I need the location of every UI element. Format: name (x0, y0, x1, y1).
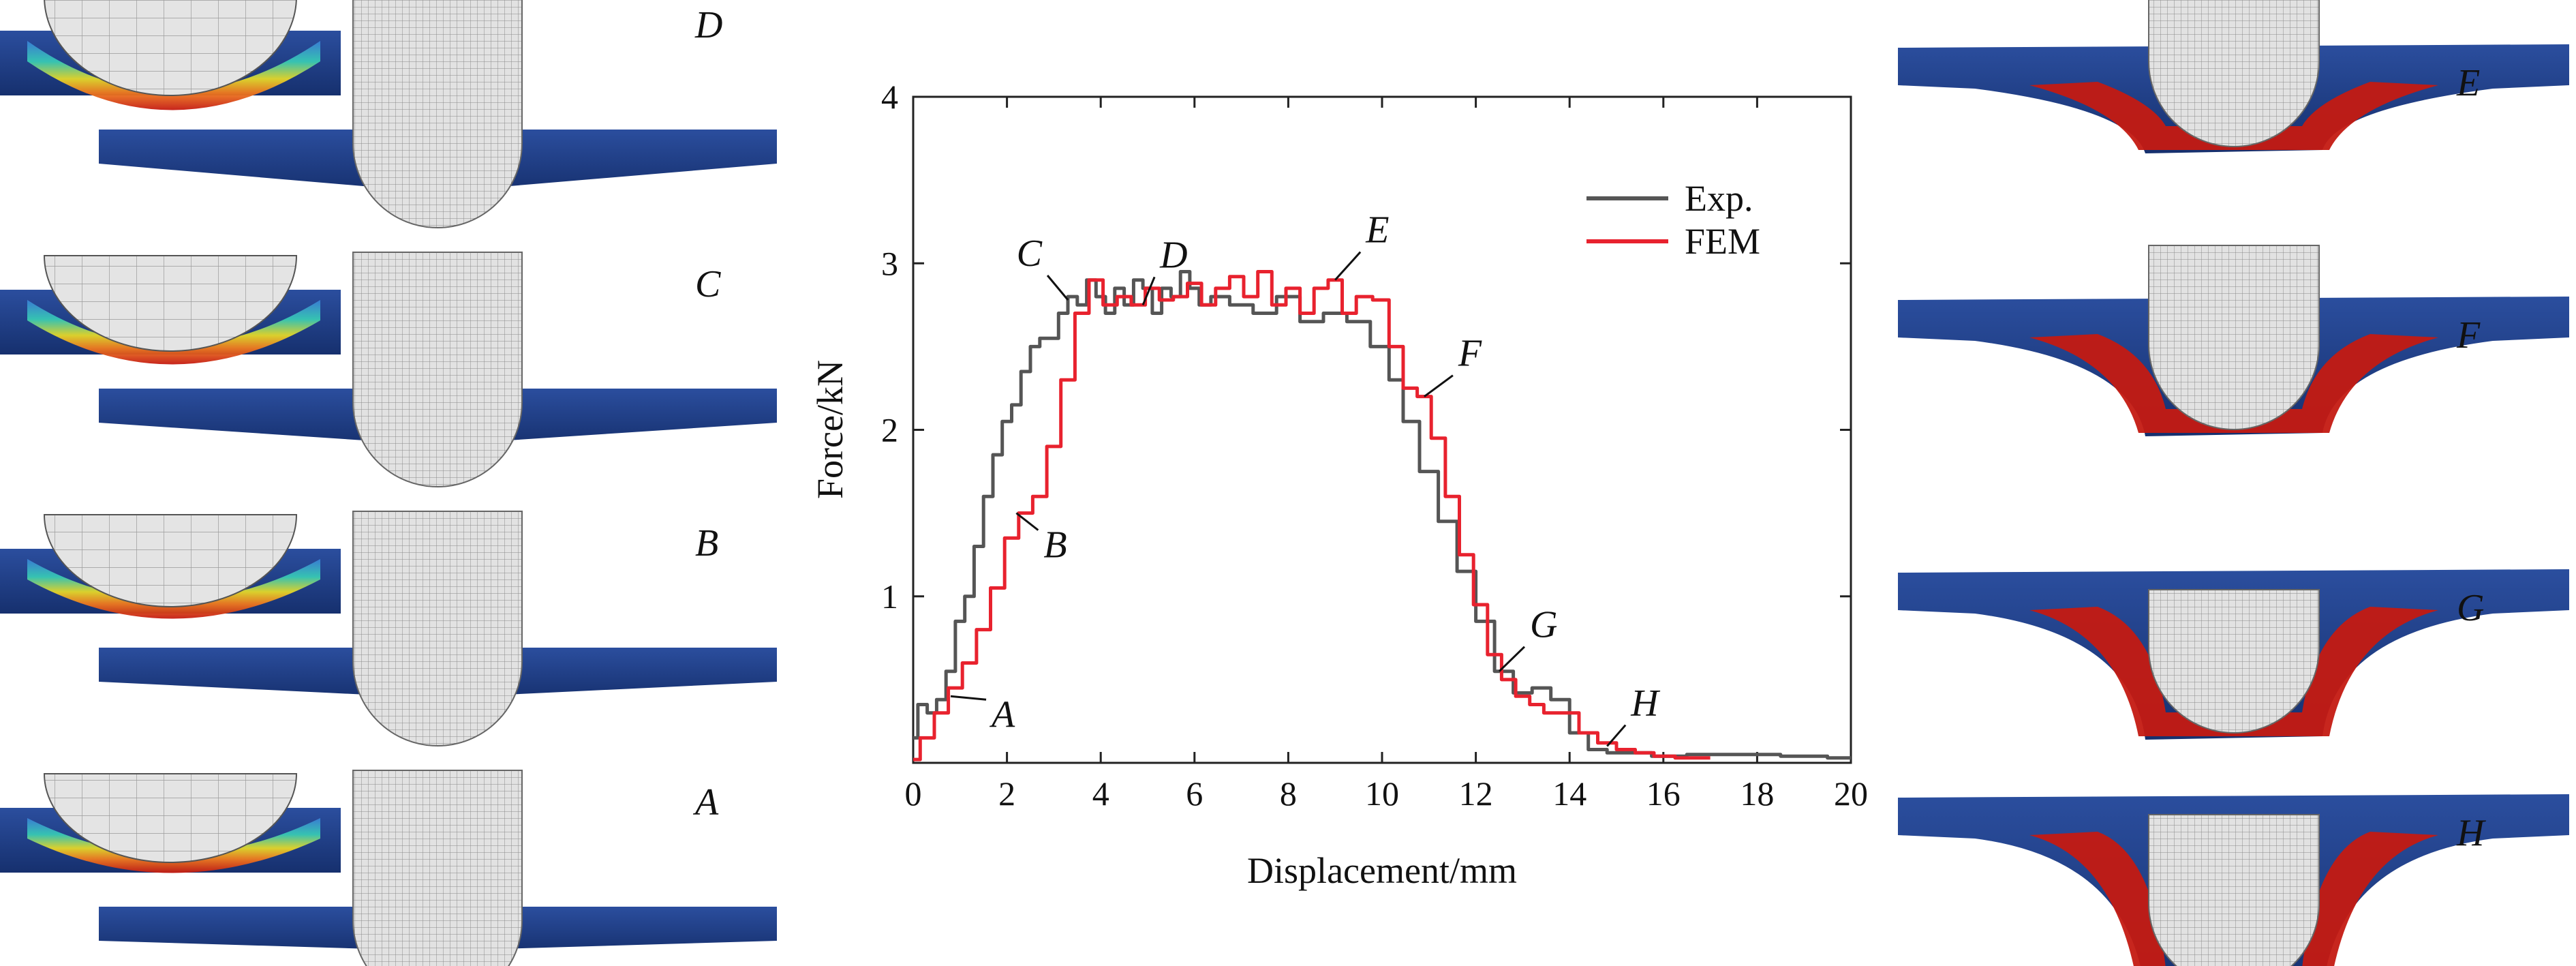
fiber-damage (2029, 607, 2438, 736)
model-view (99, 0, 777, 228)
panel-h: H (1898, 794, 2569, 966)
inset-damage-zone (27, 300, 320, 365)
x-axis-title: Displacement/mm (1247, 850, 1517, 891)
legend-label-exp: Exp. (1685, 178, 1753, 219)
impactor-mesh (352, 0, 523, 228)
point-label-c: C (1017, 232, 1043, 275)
leader-line-f (1424, 374, 1454, 397)
panel-label: A (692, 781, 719, 824)
panel-label: E (2456, 62, 2480, 104)
fiber-damage (2029, 82, 2438, 150)
point-label-h: H (1630, 682, 1660, 725)
leader-line-d (1141, 276, 1156, 305)
panel-g: G (1898, 569, 2569, 740)
impactor-mesh (2148, 814, 2320, 966)
zoom-inset (0, 773, 341, 873)
point-label-b: B (1043, 524, 1067, 567)
point-label-f: F (1458, 333, 1482, 375)
leader-line-a (950, 695, 987, 701)
x-tick-label: 20 (1834, 774, 1868, 813)
panel-label: H (2456, 812, 2486, 854)
x-tick-label: 2 (998, 774, 1015, 813)
x-tick-label: 8 (1280, 774, 1297, 813)
x-tick-label: 0 (905, 774, 922, 813)
impactor-mesh (352, 511, 523, 746)
x-tick-label: 16 (1646, 774, 1681, 813)
panel-label: G (2457, 587, 2484, 629)
model-view (99, 770, 777, 966)
point-label-d: D (1159, 234, 1187, 276)
leader-line-g (1498, 646, 1526, 672)
inset-impactor (43, 514, 298, 607)
left-simulation-panels: D C B A (0, 0, 777, 966)
impactor-mesh (352, 770, 523, 966)
panel-label: B (695, 522, 718, 564)
x-tick-label: 14 (1552, 774, 1586, 813)
model-view (99, 252, 777, 487)
series-lines (913, 270, 1851, 761)
panel-a: A (0, 770, 777, 966)
leader-line-h (1606, 724, 1627, 747)
panel-label: C (695, 263, 721, 305)
panel-b: B (0, 511, 777, 746)
panel-label: D (694, 4, 722, 46)
point-label-a: A (989, 693, 1015, 736)
series-line-fem (913, 270, 1711, 761)
zoom-inset (0, 0, 341, 110)
inset-damage-zone (27, 818, 320, 873)
point-labels: A B C D E F G H (950, 209, 1660, 747)
y-axis-title: Force/kN (810, 360, 850, 499)
panel-label: F (2456, 314, 2481, 357)
impactor-mesh (2148, 245, 2320, 430)
panel-e: E (1898, 0, 2569, 153)
impactor-mesh (2148, 0, 2320, 147)
point-label-e: E (1365, 209, 1389, 252)
x-tick-label: 12 (1459, 774, 1493, 813)
x-tick-label: 6 (1186, 774, 1203, 813)
right-simulation-panels: E F G H (1898, 0, 2569, 966)
point-label-g: G (1530, 604, 1557, 646)
y-axis-ticks: 1 2 3 4 (881, 78, 1851, 616)
leader-line-b (1015, 512, 1039, 531)
x-axis-ticks: 0 2 4 6 8 10 12 14 16 18 20 (905, 97, 1868, 813)
x-tick-label: 18 (1740, 774, 1774, 813)
fiber-damage (2029, 334, 2438, 433)
x-tick-label: 10 (1365, 774, 1399, 813)
panel-d: D (0, 0, 777, 228)
zoom-inset (0, 255, 341, 365)
y-tick-label: 4 (881, 78, 898, 116)
impactor-mesh (2148, 589, 2320, 734)
y-tick-label: 1 (881, 577, 898, 616)
fiber-damage (2029, 832, 2438, 966)
y-tick-label: 2 (881, 411, 898, 449)
inset-impactor (43, 773, 298, 863)
x-tick-label: 4 (1092, 774, 1109, 813)
series-line-exp (913, 270, 1851, 760)
impactor-mesh (352, 252, 523, 487)
leader-line-e (1334, 251, 1362, 281)
panel-c: C (0, 252, 777, 487)
leader-line-c (1046, 275, 1069, 301)
legend-label-fem: FEM (1685, 221, 1760, 262)
inset-impactor (44, 0, 297, 96)
zoom-inset (0, 514, 341, 619)
panel-f: F (1898, 245, 2569, 436)
inset-damage-zone (27, 41, 320, 110)
inset-damage-zone (27, 559, 320, 619)
model-view (99, 511, 777, 746)
inset-impactor (43, 255, 298, 352)
y-tick-label: 3 (881, 244, 898, 282)
legend: Exp. FEM (1586, 178, 1760, 262)
